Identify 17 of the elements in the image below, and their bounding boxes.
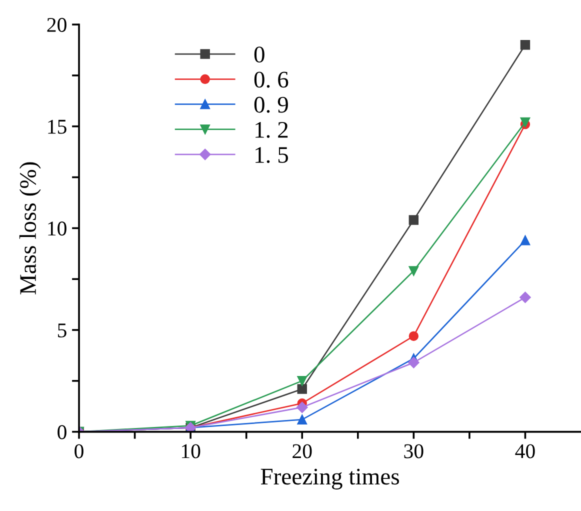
- legend-label: 0. 6: [254, 72, 288, 88]
- x-tick-label: 0: [74, 444, 84, 458]
- y-tick-label: 20: [47, 18, 66, 32]
- x-tick-label: 10: [182, 444, 200, 458]
- y-axis-title: Mass loss (%): [19, 162, 41, 294]
- x-tick-label: 40: [515, 444, 535, 458]
- y-tick-label: 10: [48, 222, 66, 236]
- y-tick-label: 15: [48, 120, 66, 134]
- x-axis-title: Freezing times: [260, 468, 399, 490]
- x-tick-label: 30: [404, 444, 424, 458]
- legend-label: 1. 2: [256, 122, 288, 138]
- legend-label: 0. 9: [254, 96, 288, 113]
- legend-label: 0: [254, 46, 264, 63]
- legend-label: 1. 5: [256, 147, 288, 164]
- y-tick-label: 5: [58, 324, 66, 338]
- y-tick-label: 0: [58, 425, 66, 440]
- x-tick-label: 20: [292, 444, 312, 458]
